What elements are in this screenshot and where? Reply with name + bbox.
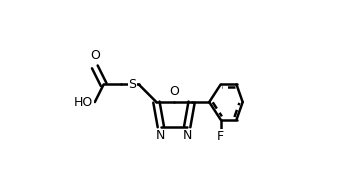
Text: F: F [217,130,224,143]
Text: HO: HO [74,96,93,109]
Text: O: O [169,85,179,98]
Text: O: O [90,49,100,62]
Text: N: N [156,129,165,142]
Text: N: N [182,129,192,142]
Text: S: S [128,78,136,91]
